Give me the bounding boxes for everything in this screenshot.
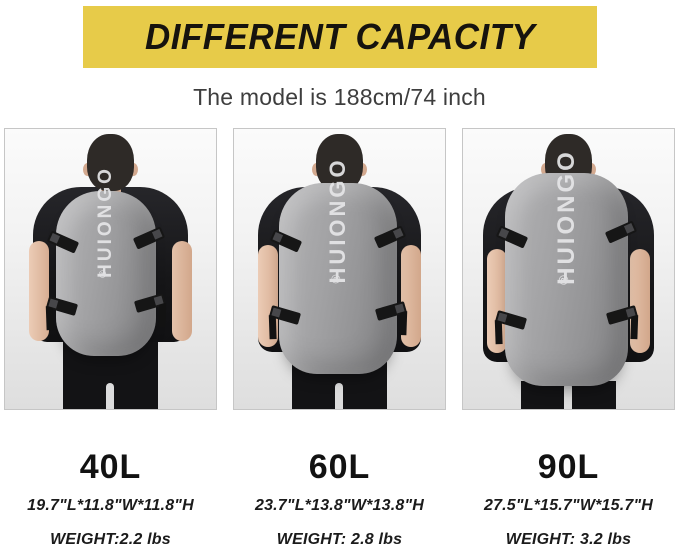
model-leg-gap (335, 383, 343, 409)
registered-mark: ® (98, 269, 110, 278)
dimensions-label-90l: 27.5"L*15.7"W*15.7"H (483, 497, 654, 514)
variant-columns: HUIONGO ® 40L 19.7"L*11.8"W*11.8"H WEIGHT… (4, 128, 675, 549)
product-photo-90l: HUIONGO ® (462, 128, 675, 410)
bag-brand-logo: HUIONGO ® (95, 166, 117, 278)
model-leg-gap (106, 383, 114, 409)
weight-label-40l: WEIGHT:2.2 lbs (50, 531, 171, 548)
bag-brand-text: HUIONGO (552, 148, 580, 285)
model-leg-gap (564, 383, 572, 409)
variant-column-60l: HUIONGO ® 60L 23.7"L*13.8"W*13.8"H WEIGHT… (233, 128, 446, 549)
weight-label-90l: WEIGHT: 3.2 lbs (505, 531, 632, 548)
model-head (316, 134, 363, 191)
bag-strap-icon (605, 305, 639, 326)
capacity-label-90l: 90L (537, 448, 600, 486)
variant-column-40l: HUIONGO ® 40L 19.7"L*11.8"W*11.8"H WEIGHT… (4, 128, 217, 549)
model-right-arm (172, 241, 192, 341)
bag-strap-icon (268, 305, 302, 325)
bag-brand-logo: HUIONGO ® (553, 149, 581, 285)
weight-label-60l: WEIGHT: 2.8 lbs (276, 531, 403, 548)
banner-title: DIFFERENT CAPACITY (144, 16, 536, 57)
bag-strap-icon (45, 295, 79, 316)
model-left-arm (29, 241, 49, 341)
capacity-banner: DIFFERENT CAPACITY (83, 6, 597, 68)
duffel-bag-60l: HUIONGO ® (268, 157, 408, 374)
product-photo-60l: HUIONGO ® (233, 128, 446, 410)
bag-brand-text: HUIONGO (95, 165, 116, 278)
dimensions-label-40l: 19.7"L*11.8"W*11.8"H (27, 497, 194, 514)
bag-strap-icon (374, 301, 408, 322)
duffel-bag-90l: HUIONGO ® (494, 149, 639, 386)
registered-mark: ® (555, 274, 571, 285)
bag-brand-text: HUIONGO (325, 156, 350, 283)
variant-column-90l: HUIONGO ® 90L 27.5"L*15.7"W*15.7"H WEIGHT… (462, 128, 675, 549)
bag-strap-icon (494, 309, 528, 330)
model-head (87, 134, 134, 191)
dimensions-label-60l: 23.7"L*13.8"W*13.8"H (254, 497, 425, 514)
model-height-subtitle: The model is 188cm/74 inch (193, 84, 486, 110)
capacity-label-60l: 60L (308, 448, 371, 486)
registered-mark: ® (328, 274, 343, 283)
duffel-bag-40l: HUIONGO ® (45, 166, 167, 356)
product-photo-40l: HUIONGO ® (4, 128, 217, 410)
bag-brand-logo: HUIONGO ® (325, 157, 351, 283)
bag-strap-icon (133, 292, 167, 313)
capacity-label-40l: 40L (79, 448, 142, 486)
